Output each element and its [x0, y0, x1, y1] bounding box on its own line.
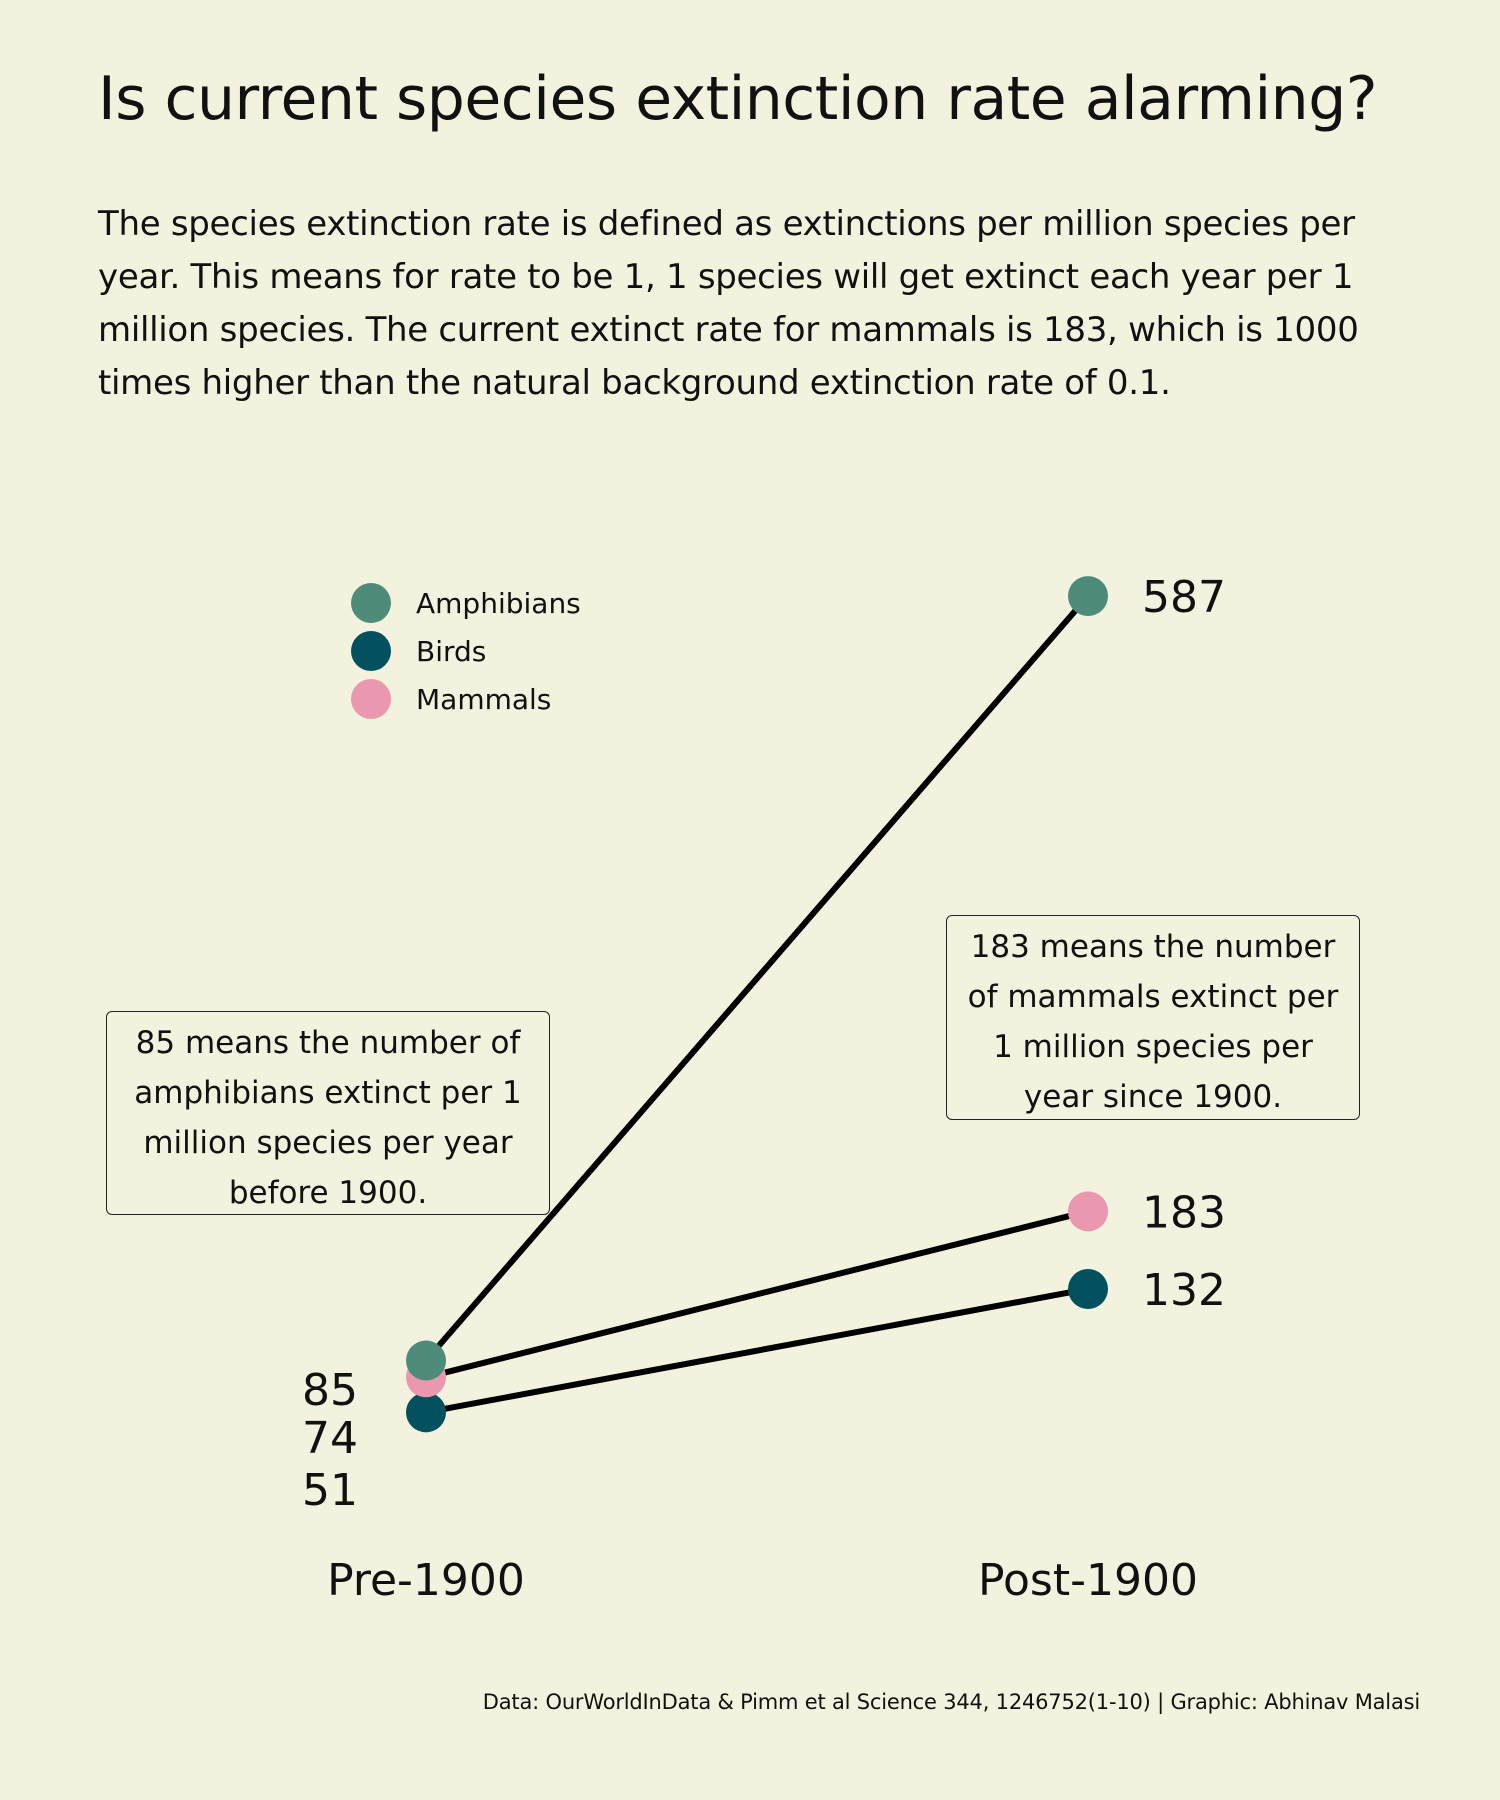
line-birds: [423, 1285, 1091, 1416]
data-points: [406, 576, 1108, 1433]
line-mammals: [423, 1208, 1091, 1381]
legend-label-mammals: Mammals: [416, 683, 551, 716]
category-label-pre-1900: Pre-1900: [327, 1555, 525, 1606]
point-amphibians-pre-1900: [406, 1340, 446, 1381]
legend-marker-mammals: [351, 679, 391, 719]
legend-label-amphibians: Amphibians: [416, 587, 581, 620]
category-labels: Pre-1900 Post-1900: [327, 1555, 1198, 1606]
annotation-post-1900: 183 means the number of mammals extinct …: [946, 915, 1360, 1120]
legend-marker-birds: [351, 631, 391, 671]
category-label-post-1900: Post-1900: [978, 1555, 1198, 1606]
point-amphibians-post-1900: [1068, 576, 1108, 617]
annotation-pre-1900: 85 means the number of amphibians extinc…: [106, 1011, 550, 1215]
source-credit: Data: OurWorldInData & Pimm et al Scienc…: [482, 1690, 1420, 1714]
value-label-amphibians-post: 587: [1142, 572, 1226, 623]
legend-marker-amphibians: [351, 583, 391, 623]
legend: Amphibians Birds Mammals: [351, 583, 581, 719]
chart-title: Is current species extinction rate alarm…: [98, 64, 1378, 134]
value-label-birds-post: 132: [1142, 1265, 1226, 1316]
point-birds-post-1900: [1068, 1268, 1108, 1309]
point-mammals-post-1900: [1068, 1191, 1108, 1232]
slope-lines: [423, 593, 1091, 1416]
value-label-amphibians-pre: 85: [302, 1365, 358, 1416]
value-label-mammals-post: 183: [1142, 1187, 1226, 1238]
legend-label-birds: Birds: [416, 635, 486, 668]
value-label-birds-pre: 51: [302, 1465, 358, 1516]
chart-subtitle: The species extinction rate is defined a…: [98, 204, 1359, 403]
value-label-mammals-pre: 74: [302, 1413, 358, 1464]
line-amphibians: [423, 593, 1091, 1364]
point-birds-pre-1900: [406, 1392, 446, 1433]
